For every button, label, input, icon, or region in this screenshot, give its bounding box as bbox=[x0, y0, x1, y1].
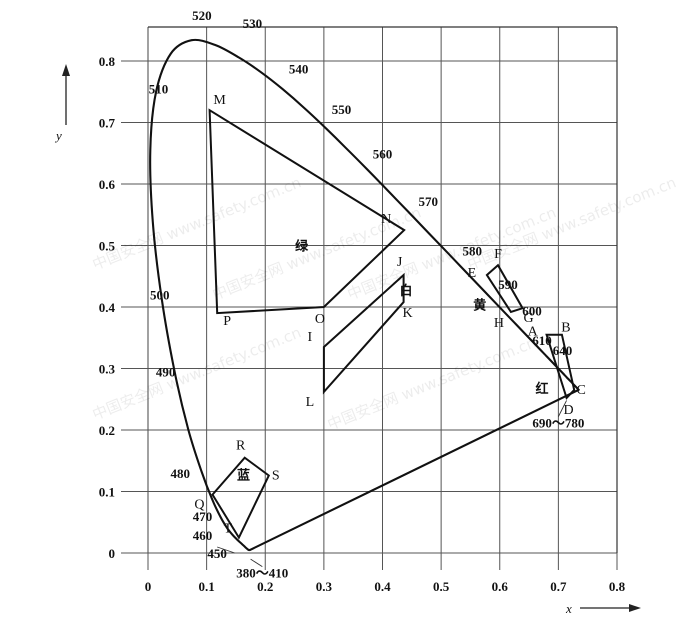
vertex-label-D: D bbox=[564, 403, 574, 418]
watermark: 中国安全网 www.safety.com.cn bbox=[325, 333, 539, 433]
zone-white-zone[interactable] bbox=[322, 272, 405, 395]
y-axis-arrow-head bbox=[62, 64, 70, 76]
vertex-label-S: S bbox=[272, 469, 280, 484]
y-tick-label: 0.7 bbox=[99, 116, 116, 131]
watermark: 中国安全网 www.safety.com.cn bbox=[465, 173, 679, 273]
wavelength-label-380-410: 380～410 bbox=[236, 566, 288, 581]
x-tick-label: 0.2 bbox=[257, 579, 273, 594]
wavelength-label-600: 600 bbox=[522, 304, 542, 319]
vertex-label-T: T bbox=[224, 522, 233, 537]
wavelength-label-510: 510 bbox=[149, 82, 169, 97]
purple-boundary-line bbox=[249, 388, 580, 551]
watermark: 中国安全网 www.safety.com.cn bbox=[210, 203, 424, 303]
wavelength-label-590: 590 bbox=[498, 277, 518, 292]
vertex-label-P: P bbox=[223, 314, 231, 329]
wavelength-label-460: 460 bbox=[193, 528, 213, 543]
vertex-label-M: M bbox=[213, 93, 226, 108]
wavelength-label-560: 560 bbox=[373, 146, 393, 161]
x-axis-name: x bbox=[565, 601, 572, 616]
watermark: 中国安全网 www.safety.com.cn bbox=[90, 323, 304, 423]
vertex-label-F: F bbox=[494, 247, 502, 262]
x-tick-label: 0.5 bbox=[433, 579, 450, 594]
watermark: 中国安全网 www.safety.com.cn bbox=[345, 203, 559, 303]
zone-label-yellow-zone: 黄 bbox=[473, 298, 486, 314]
wavelength-label-580: 580 bbox=[462, 243, 482, 258]
y-tick-label: 0 bbox=[109, 546, 116, 561]
y-tick-label: 0.5 bbox=[99, 239, 116, 254]
zone-label-red-zone: 红 bbox=[535, 381, 548, 397]
vertex-label-G: G bbox=[524, 311, 534, 326]
x-axis-arrow-head bbox=[629, 604, 641, 612]
y-tick-label: 0.2 bbox=[99, 423, 115, 438]
vertex-label-L: L bbox=[306, 395, 315, 410]
vertex-label-N: N bbox=[381, 212, 391, 227]
wavelength-label-540: 540 bbox=[289, 61, 309, 76]
wavelength-label-520: 520 bbox=[192, 8, 212, 23]
zone-yellow-zone[interactable] bbox=[485, 263, 525, 314]
wavelength-leader bbox=[557, 400, 567, 417]
vertex-label-H: H bbox=[494, 316, 504, 331]
y-axis-name: y bbox=[54, 128, 62, 143]
wavelength-leader bbox=[217, 546, 235, 554]
vertex-label-A: A bbox=[528, 325, 539, 340]
y-tick-label: 0.1 bbox=[99, 485, 115, 500]
x-tick-label: 0.3 bbox=[316, 579, 333, 594]
vertex-label-J: J bbox=[397, 255, 403, 270]
y-tick-label: 0.4 bbox=[99, 300, 116, 315]
zone-green-zone[interactable] bbox=[208, 108, 406, 315]
wavelength-label-610: 610 bbox=[532, 333, 552, 348]
vertex-label-O: O bbox=[315, 312, 325, 327]
vertex-label-C: C bbox=[577, 383, 586, 398]
zone-label-green-zone: 绿 bbox=[295, 239, 309, 255]
vertex-label-I: I bbox=[308, 330, 313, 345]
wavelength-label-570: 570 bbox=[418, 194, 438, 209]
zone-label-white-zone: 白 bbox=[399, 283, 412, 299]
wavelength-label-470: 470 bbox=[193, 509, 213, 524]
wavelength-label-640: 640 bbox=[553, 343, 573, 358]
x-tick-label: 0.7 bbox=[550, 579, 567, 594]
wavelength-label-450: 450 bbox=[207, 546, 227, 561]
vertex-label-B: B bbox=[561, 321, 570, 336]
vertex-label-Q: Q bbox=[194, 498, 204, 513]
zone-blue-zone[interactable] bbox=[211, 456, 271, 540]
x-tick-label: 0.6 bbox=[492, 579, 509, 594]
zone-red-zone[interactable] bbox=[545, 333, 576, 400]
x-tick-label: 0.1 bbox=[199, 579, 215, 594]
x-tick-label: 0 bbox=[145, 579, 152, 594]
watermark: 中国安全网 www.safety.com.cn bbox=[90, 173, 304, 273]
y-tick-label: 0.3 bbox=[99, 362, 116, 377]
wavelength-label-480: 480 bbox=[170, 466, 190, 481]
vertex-label-K: K bbox=[403, 306, 413, 321]
wavelength-label-690-780: 690～780 bbox=[532, 416, 584, 431]
wavelength-label-500: 500 bbox=[150, 288, 170, 303]
vertex-label-E: E bbox=[468, 266, 477, 281]
wavelength-leader bbox=[250, 558, 263, 568]
wavelength-label-490: 490 bbox=[156, 365, 176, 380]
zone-label-blue-zone: 蓝 bbox=[237, 467, 250, 483]
wavelength-label-550: 550 bbox=[332, 102, 352, 117]
y-tick-label: 0.8 bbox=[99, 54, 116, 69]
vertex-label-R: R bbox=[236, 439, 246, 454]
x-tick-label: 0.8 bbox=[609, 579, 626, 594]
x-tick-label: 0.4 bbox=[374, 579, 391, 594]
y-tick-label: 0.6 bbox=[99, 177, 116, 192]
wavelength-label-530: 530 bbox=[243, 16, 263, 31]
